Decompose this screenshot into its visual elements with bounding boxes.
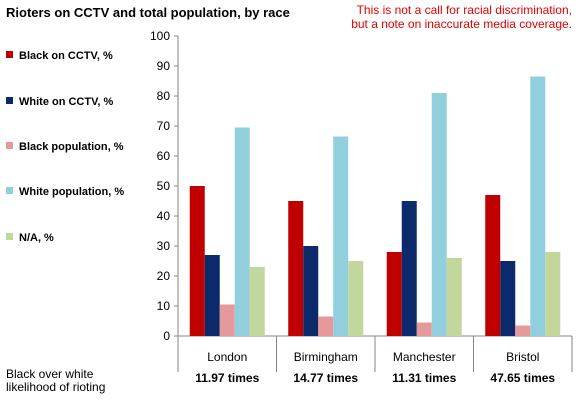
x-category-label: Manchester xyxy=(393,350,456,364)
bar xyxy=(204,255,220,336)
y-tick-label: 100 xyxy=(150,29,170,43)
ratio-row-label-line-1: Black over white xyxy=(6,367,94,381)
y-tick-label: 70 xyxy=(157,119,171,133)
bar xyxy=(189,186,205,336)
x-category-label: Birmingham xyxy=(294,350,358,364)
x-category-label: London xyxy=(207,350,247,364)
bar xyxy=(348,261,364,336)
bar xyxy=(401,201,417,336)
bar xyxy=(545,252,561,336)
legend-label: Black population, % xyxy=(19,141,124,153)
legend-swatch xyxy=(6,142,13,149)
bar xyxy=(219,304,235,336)
bar xyxy=(249,267,265,336)
chart-title: Rioters on CCTV and total population, by… xyxy=(6,5,290,20)
bar xyxy=(303,246,319,336)
y-tick-label: 0 xyxy=(163,329,170,343)
legend-item: Black population, % xyxy=(6,141,124,153)
ratio-row-label: Black over white likelihood of rioting xyxy=(6,368,105,394)
bar xyxy=(500,261,516,336)
legend-item: White population, % xyxy=(6,186,124,198)
legend-swatch xyxy=(6,187,13,194)
y-tick-label: 60 xyxy=(157,149,171,163)
legend-label: N/A, % xyxy=(19,232,54,244)
bar xyxy=(485,195,501,336)
ratio-value: 11.31 times xyxy=(392,371,457,385)
bar xyxy=(386,252,402,336)
legend-label: White on CCTV, % xyxy=(19,96,114,108)
legend-item: White on CCTV, % xyxy=(6,96,113,108)
legend-label: White population, % xyxy=(19,186,125,198)
y-tick-label: 80 xyxy=(157,89,171,103)
bar xyxy=(515,325,531,336)
disclaimer-line-2: but a note on inaccurate media coverage. xyxy=(351,17,572,31)
disclaimer-line-1: This is not a call for racial discrimina… xyxy=(356,3,572,17)
legend-swatch xyxy=(6,51,13,58)
bar xyxy=(234,127,250,336)
bar xyxy=(446,258,462,336)
y-tick-label: 30 xyxy=(157,239,171,253)
legend-item: Black on CCTV, % xyxy=(6,50,113,62)
y-tick-label: 20 xyxy=(157,269,171,283)
legend-label: Black on CCTV, % xyxy=(19,50,113,62)
ratio-value: 11.97 times xyxy=(195,371,260,385)
legend-swatch xyxy=(6,233,13,240)
y-tick-label: 50 xyxy=(157,179,171,193)
y-tick-label: 40 xyxy=(157,209,171,223)
x-category-label: Bristol xyxy=(506,350,539,364)
y-tick-label: 90 xyxy=(157,59,171,73)
legend-swatch xyxy=(6,97,13,104)
bar xyxy=(416,322,432,336)
bar xyxy=(333,136,349,336)
ratio-row-label-line-2: likelihood of rioting xyxy=(6,380,106,394)
bar xyxy=(318,316,334,336)
ratio-value: 14.77 times xyxy=(293,371,359,385)
legend-item: N/A, % xyxy=(6,232,54,244)
bar xyxy=(288,201,304,336)
bar xyxy=(530,76,546,336)
y-tick-label: 10 xyxy=(157,299,171,313)
disclaimer-note: This is not a call for racial discrimina… xyxy=(312,3,572,31)
bar xyxy=(431,93,447,336)
ratio-value: 47.65 times xyxy=(490,371,556,385)
